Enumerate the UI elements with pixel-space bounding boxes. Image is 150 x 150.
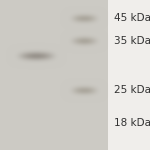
Text: 25 kDa: 25 kDa	[114, 85, 150, 95]
Text: 45 kDa: 45 kDa	[114, 13, 150, 23]
Text: 35 kDa: 35 kDa	[114, 36, 150, 45]
Text: 18 kDa: 18 kDa	[114, 118, 150, 128]
